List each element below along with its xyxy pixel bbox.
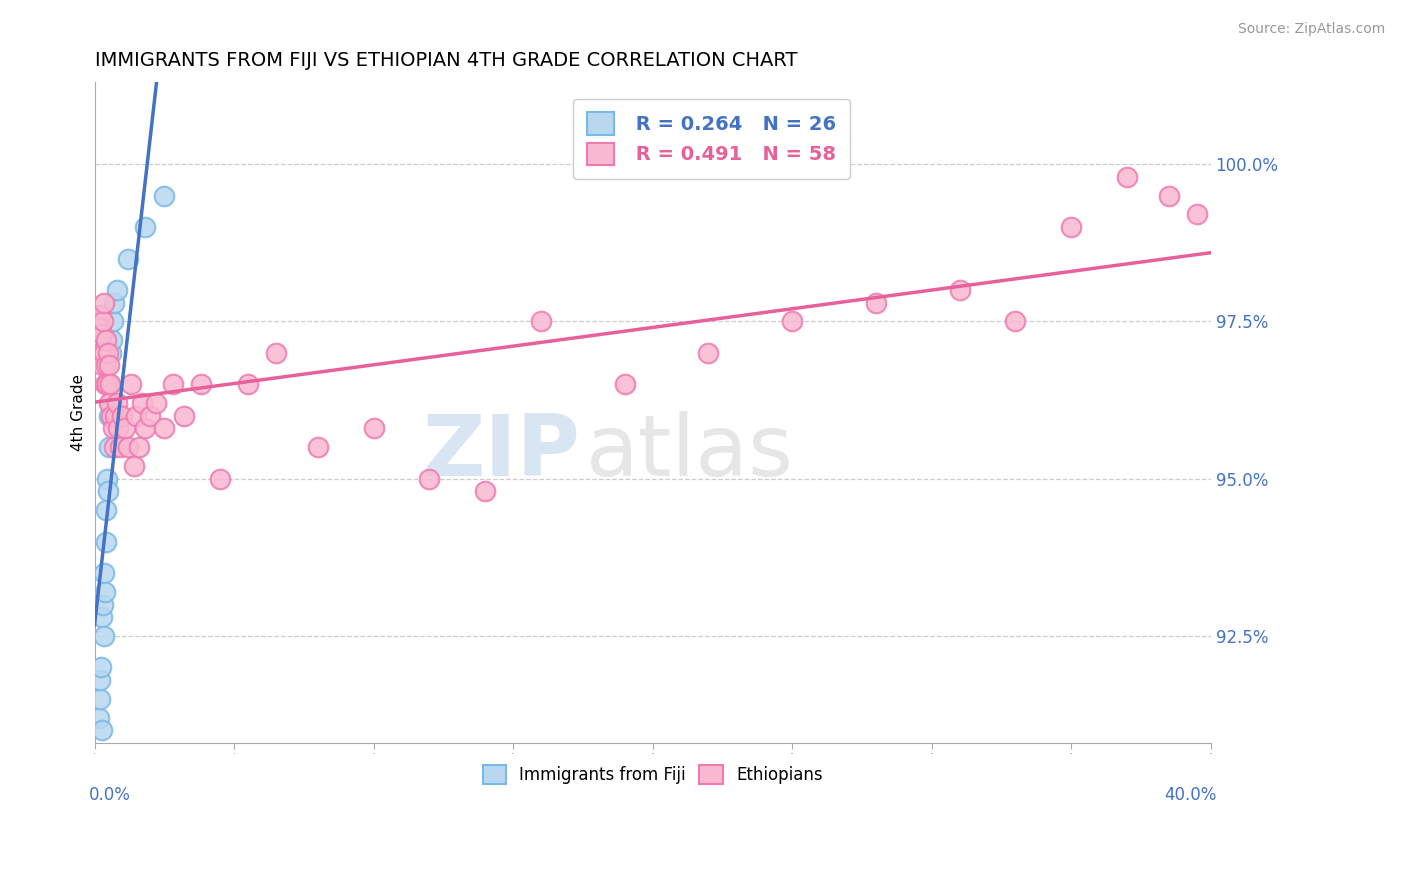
- Point: [93, 566, 115, 581]
- Text: 40.0%: 40.0%: [1164, 786, 1216, 804]
- Point: [145, 396, 167, 410]
- Point: [100, 409, 122, 423]
- Point: [101, 334, 124, 348]
- Point: [97, 484, 120, 499]
- Point: [613, 377, 636, 392]
- Point: [117, 440, 139, 454]
- Point: [418, 472, 440, 486]
- Y-axis label: 4th Grade: 4th Grade: [72, 374, 86, 451]
- Text: atlas: atlas: [586, 411, 793, 494]
- Text: IMMIGRANTS FROM FIJI VS ETHIOPIAN 4TH GRADE CORRELATION CHART: IMMIGRANTS FROM FIJI VS ETHIOPIAN 4TH GR…: [94, 51, 797, 70]
- Legend: Immigrants from Fiji, Ethiopians: Immigrants from Fiji, Ethiopians: [472, 755, 832, 794]
- Point: [96, 503, 118, 517]
- Point: [120, 377, 142, 392]
- Point: [108, 440, 131, 454]
- Point: [1185, 207, 1208, 221]
- Point: [134, 421, 156, 435]
- Point: [104, 409, 127, 423]
- Point: [134, 220, 156, 235]
- Point: [98, 359, 121, 373]
- Point: [122, 459, 145, 474]
- Point: [190, 377, 212, 392]
- Point: [107, 421, 129, 435]
- Point: [1157, 188, 1180, 202]
- Point: [91, 314, 114, 328]
- Point: [90, 346, 112, 360]
- Point: [131, 396, 153, 410]
- Point: [87, 334, 110, 348]
- Point: [94, 585, 117, 599]
- Point: [91, 598, 114, 612]
- Point: [105, 283, 128, 297]
- Point: [97, 346, 120, 360]
- Text: ZIP: ZIP: [422, 411, 581, 494]
- Point: [94, 377, 117, 392]
- Point: [86, 314, 108, 328]
- Point: [1060, 220, 1083, 235]
- Point: [105, 396, 128, 410]
- Point: [96, 377, 118, 392]
- Point: [98, 377, 121, 392]
- Point: [209, 472, 232, 486]
- Point: [264, 346, 287, 360]
- Text: Source: ZipAtlas.com: Source: ZipAtlas.com: [1237, 22, 1385, 37]
- Point: [236, 377, 259, 392]
- Point: [173, 409, 195, 423]
- Point: [97, 440, 120, 454]
- Point: [103, 440, 125, 454]
- Point: [89, 673, 111, 687]
- Point: [89, 320, 111, 334]
- Point: [117, 252, 139, 266]
- Point: [93, 346, 115, 360]
- Point: [91, 326, 114, 341]
- Point: [153, 188, 176, 202]
- Point: [101, 314, 124, 328]
- Point: [89, 692, 111, 706]
- Point: [114, 421, 136, 435]
- Point: [100, 396, 122, 410]
- Point: [89, 308, 111, 322]
- Point: [125, 409, 148, 423]
- Point: [1004, 314, 1026, 328]
- Point: [1116, 169, 1139, 184]
- Point: [100, 346, 122, 360]
- Point: [90, 660, 112, 674]
- Point: [90, 610, 112, 624]
- Point: [363, 421, 385, 435]
- Point: [103, 295, 125, 310]
- Point: [93, 295, 115, 310]
- Text: 0.0%: 0.0%: [89, 786, 131, 804]
- Point: [865, 295, 887, 310]
- Point: [101, 421, 124, 435]
- Point: [948, 283, 970, 297]
- Point: [93, 629, 115, 643]
- Point: [111, 409, 134, 423]
- Point: [307, 440, 329, 454]
- Point: [780, 314, 803, 328]
- Point: [98, 377, 121, 392]
- Point: [530, 314, 553, 328]
- Point: [94, 334, 117, 348]
- Point: [94, 534, 117, 549]
- Point: [98, 409, 121, 423]
- Point: [474, 484, 496, 499]
- Point: [162, 377, 184, 392]
- Point: [96, 359, 118, 373]
- Point: [139, 409, 162, 423]
- Point: [91, 723, 114, 738]
- Point: [87, 711, 110, 725]
- Point: [97, 396, 120, 410]
- Point: [153, 421, 176, 435]
- Point: [697, 346, 720, 360]
- Point: [90, 359, 112, 373]
- Point: [96, 472, 118, 486]
- Point: [128, 440, 150, 454]
